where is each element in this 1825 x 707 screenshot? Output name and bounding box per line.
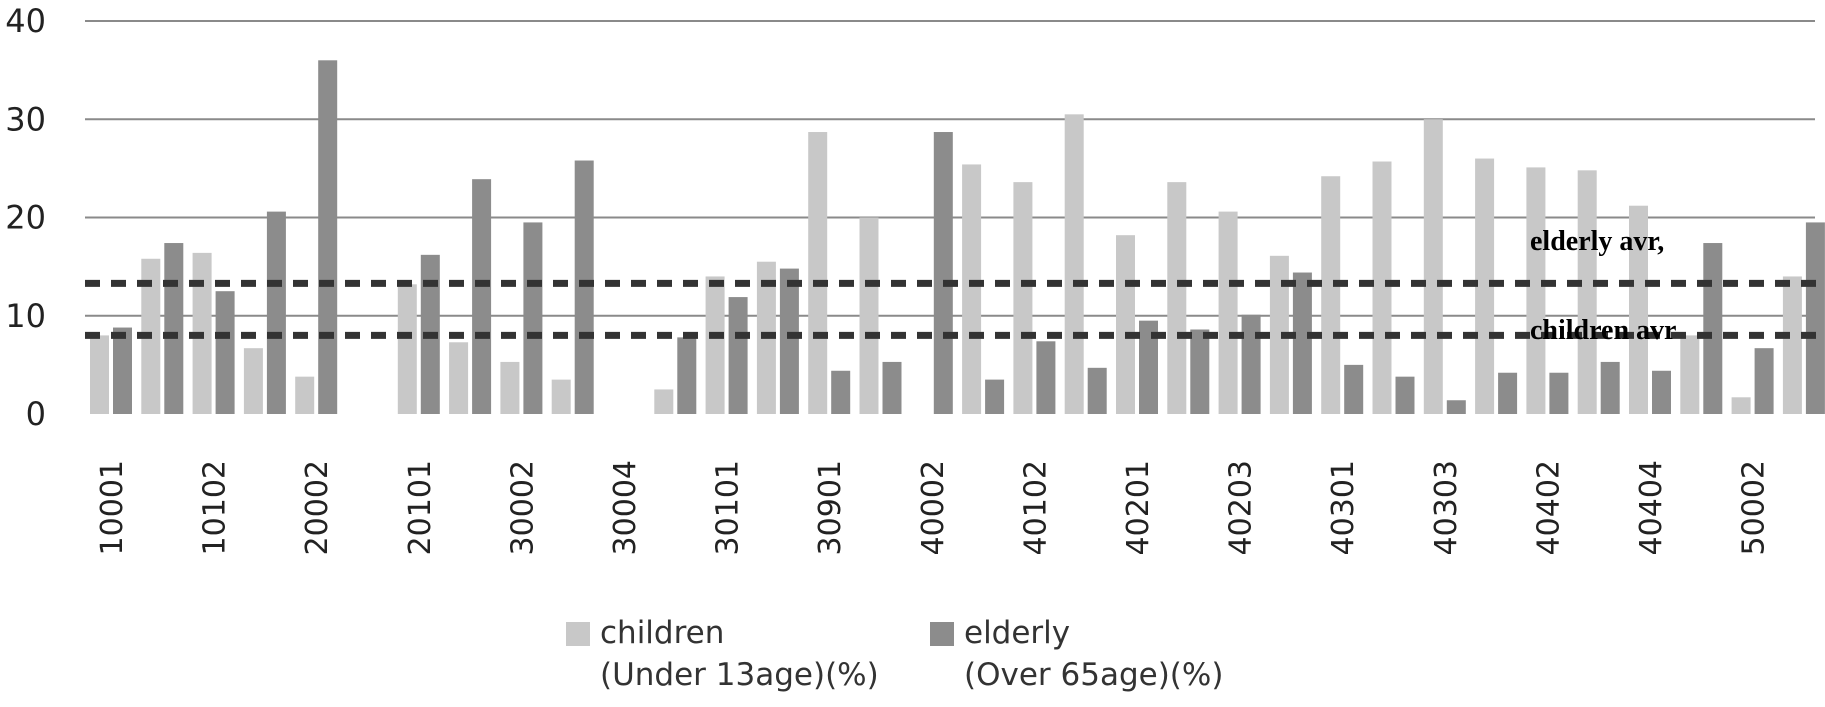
bar-elderly-40403 xyxy=(1600,361,1620,414)
y-tick-label: 30 xyxy=(5,100,46,138)
bar-children-40202 xyxy=(1167,182,1187,414)
x-tick-label: 30101 xyxy=(711,460,746,555)
bar-children-40403 xyxy=(1577,170,1597,414)
x-tick-label: 30004 xyxy=(608,460,643,555)
x-tick-label: 40404 xyxy=(1634,460,1669,555)
bar-children-50003 xyxy=(1782,276,1802,414)
average-label: elderly avr, xyxy=(1530,226,1664,257)
bar-chart: 0 10 20 30 40 elderly avr, children avr 10001… xyxy=(5,2,1825,555)
x-tick-label: 30002 xyxy=(505,460,540,555)
bar-children-40404 xyxy=(1629,205,1648,414)
average-lines: elderly avr, children avr xyxy=(85,226,1825,346)
legend-children: children (Under 13age)(%) xyxy=(566,612,879,707)
x-tick-label: 40201 xyxy=(1121,460,1156,555)
bar-children-40102 xyxy=(1013,182,1033,414)
bar-elderly-30102 xyxy=(779,268,799,414)
bar-elderly-40201 xyxy=(1139,320,1158,414)
bar-elderly-40002 xyxy=(933,132,953,414)
bar-children-40301 xyxy=(1321,176,1341,414)
bar-elderly-50002 xyxy=(1754,348,1774,414)
bar-children-40203 xyxy=(1218,211,1238,414)
bar-elderly-40404 xyxy=(1652,370,1671,414)
bar-children-40401 xyxy=(1475,158,1495,414)
y-tick-label: 0 xyxy=(26,395,46,433)
bar-elderly-30902 xyxy=(882,361,902,414)
y-tick-label: 40 xyxy=(5,2,46,40)
bar-elderly-30003 xyxy=(574,160,594,414)
bar-children-50002 xyxy=(1731,397,1751,414)
bar-children-30101 xyxy=(705,276,725,414)
bar-children-30902 xyxy=(859,217,879,414)
bar-elderly-40303 xyxy=(1446,400,1466,414)
bar-elderly-30101 xyxy=(728,297,748,414)
x-tick-label: 40303 xyxy=(1429,460,1464,555)
x-tick-label: 50002 xyxy=(1737,460,1772,555)
bar-children-40402 xyxy=(1526,167,1546,414)
x-tick-label: 40301 xyxy=(1326,460,1361,555)
average-label: children avr xyxy=(1530,315,1676,346)
bar-children-40303 xyxy=(1423,119,1443,414)
legend-swatch-children xyxy=(566,622,590,646)
bar-elderly-10001 xyxy=(113,327,132,414)
bar-elderly-10102 xyxy=(215,291,235,414)
bar-elderly-40203 xyxy=(1241,314,1261,414)
bar-children-40103 xyxy=(1064,114,1084,415)
x-tick-label: 40203 xyxy=(1224,460,1259,555)
legend-swatch-elderly xyxy=(930,622,954,646)
y-tick-label: 10 xyxy=(5,297,46,335)
x-tick-label: 30901 xyxy=(813,460,848,555)
bar-children-20101 xyxy=(397,284,417,414)
x-tick-label: 40102 xyxy=(1018,460,1053,555)
bar-elderly-40301 xyxy=(1344,364,1364,414)
bar-children-20002 xyxy=(295,376,315,414)
bar-elderly-40302 xyxy=(1395,376,1415,414)
bar-elderly-10101 xyxy=(164,243,184,414)
bar-children-40302 xyxy=(1372,161,1392,414)
bar-children-30901 xyxy=(808,132,828,414)
bar-elderly-50003 xyxy=(1805,222,1825,414)
bar-elderly-40103 xyxy=(1087,367,1107,414)
x-tick-label: 40002 xyxy=(916,460,951,555)
bar-elderly-40202 xyxy=(1190,329,1210,414)
x-axis: 10001 10102 20002 20101 30002 30004 30101 30901… xyxy=(95,460,1772,555)
x-tick-label: 10102 xyxy=(198,460,233,555)
bar-elderly-20001 xyxy=(266,211,286,414)
bar-children-30003 xyxy=(551,379,571,414)
bar-children-40201 xyxy=(1116,235,1135,414)
bar-elderly-20102 xyxy=(472,179,492,414)
bar-elderly-30901 xyxy=(831,370,851,414)
legend-elderly: elderly (Over 65age)(%) xyxy=(930,612,1223,707)
bar-children-20102 xyxy=(449,342,469,414)
bar-children-40405 xyxy=(1680,335,1700,414)
x-tick-label: 40402 xyxy=(1531,460,1566,555)
x-tick-label: 20002 xyxy=(300,460,335,555)
bar-elderly-40102 xyxy=(1036,341,1056,414)
legend-label-children: children (Under 13age)(%) xyxy=(600,615,879,693)
y-tick-label: 20 xyxy=(5,199,46,237)
bar-children-30005 xyxy=(654,389,674,414)
bar-children-40101 xyxy=(962,164,982,414)
bar-elderly-40204 xyxy=(1292,272,1312,414)
bar-children-20001 xyxy=(243,348,263,414)
x-tick-label: 20101 xyxy=(403,460,438,555)
bar-elderly-30005 xyxy=(677,337,697,414)
bar-elderly-40401 xyxy=(1498,372,1518,414)
bars xyxy=(90,60,1825,415)
bar-children-30002 xyxy=(500,361,520,414)
bar-elderly-40405 xyxy=(1703,243,1723,414)
bar-elderly-40402 xyxy=(1549,372,1569,414)
bar-elderly-40101 xyxy=(985,379,1005,414)
y-axis: 0 10 20 30 40 xyxy=(5,2,46,433)
legend-label-elderly: elderly (Over 65age)(%) xyxy=(964,615,1224,693)
bar-elderly-30002 xyxy=(523,222,543,414)
x-tick-label: 10001 xyxy=(95,460,130,555)
bar-elderly-20002 xyxy=(318,60,338,415)
bar-children-10001 xyxy=(90,335,109,414)
bar-children-40204 xyxy=(1269,255,1289,414)
